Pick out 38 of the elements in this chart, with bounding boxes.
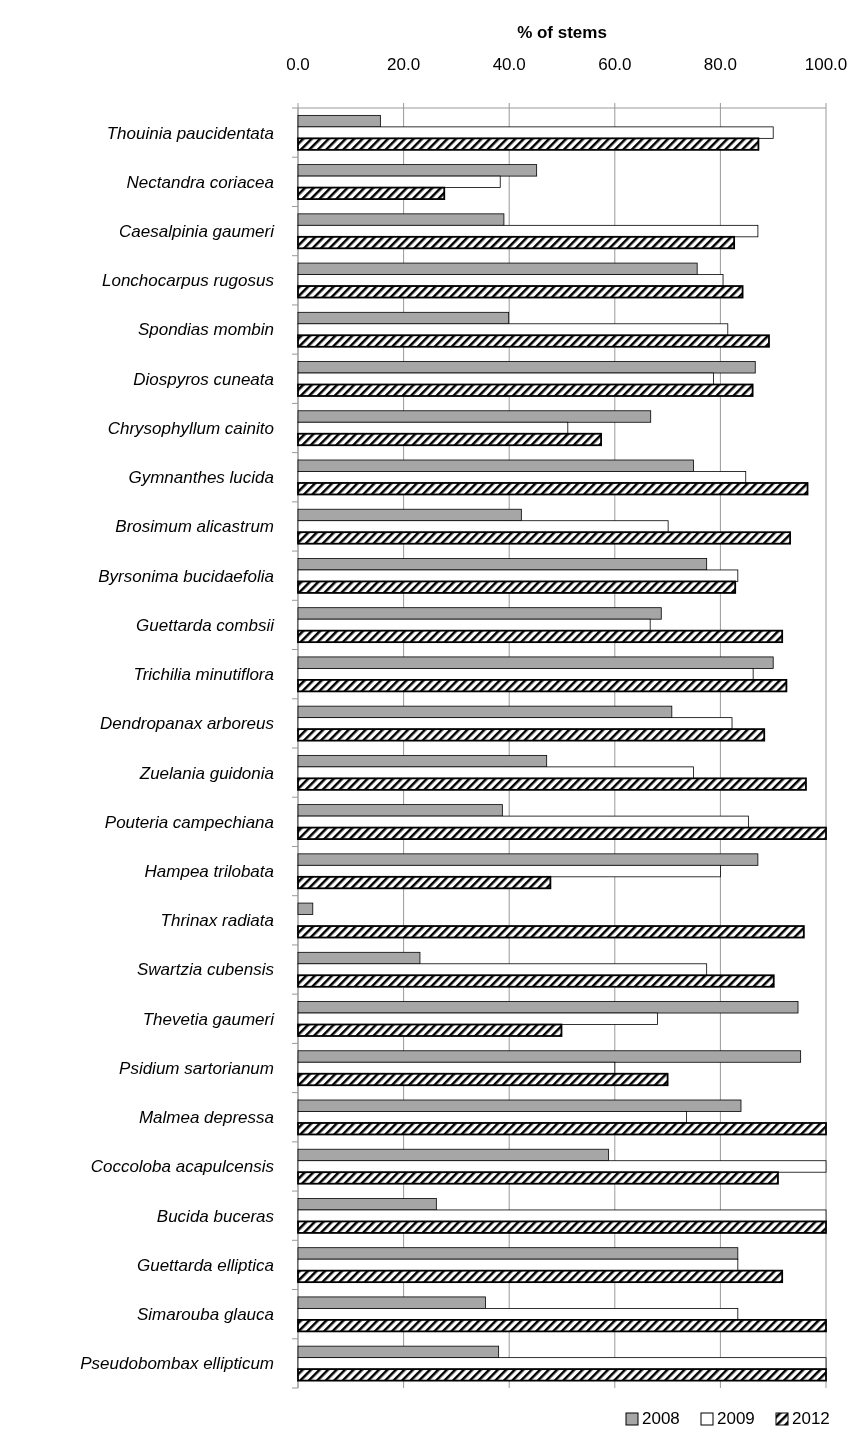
y-tick-label: Bucida buceras (156, 1206, 275, 1226)
y-tick-label: Diospyros cuneata (133, 369, 274, 389)
y-tick-label: Guettarda combsii (136, 615, 276, 635)
bar (297, 925, 805, 939)
y-tick-label: Thouinia paucidentata (106, 123, 274, 143)
y-tick-label: Spondias mombin (137, 320, 274, 340)
x-tick-label: 60.0 (598, 55, 632, 74)
y-tick-label: Caesalpinia gaumeri (119, 222, 276, 242)
x-tick-label: 100.0 (804, 55, 848, 74)
y-tick-label: Brosimum alicastrum (115, 517, 274, 537)
y-tick-label: Zuelania guidonia (138, 763, 274, 783)
y-tick-label: Byrsonima bucidaefolia (98, 566, 274, 586)
x-tick-label: 20.0 (387, 55, 421, 74)
x-tick-label: 40.0 (492, 55, 526, 74)
y-tick-label: Chrysophyllum cainito (107, 418, 274, 438)
y-tick-label: Gymnanthes lucida (128, 468, 274, 488)
y-tick-label: Coccoloba acapulcensis (90, 1157, 275, 1177)
y-tick-label: Pseudobombax ellipticum (80, 1354, 274, 1374)
y-tick-label: Guettarda elliptica (136, 1255, 274, 1275)
legend-label: 2008 (642, 1409, 680, 1428)
y-tick-label: Nectandra coriacea (126, 172, 274, 192)
y-tick-label: Swartzia cubensis (136, 960, 275, 980)
x-tick-label: 80.0 (703, 55, 737, 74)
y-tick-label: Hampea trilobata (144, 862, 274, 882)
y-tick-label: Simarouba glauca (136, 1305, 274, 1325)
y-tick-label: Pouteria campechiana (104, 812, 274, 832)
y-tick-label: Lonchocarpus rugosus (101, 271, 275, 291)
legend-label: 2012 (792, 1409, 830, 1428)
y-tick-label: Trichilia minutiflora (133, 665, 274, 685)
y-tick-label: Thevetia gaumeri (142, 1009, 276, 1029)
y-tick-label: Malmea depressa (138, 1108, 274, 1128)
y-tick-label: Psidium sartorianum (119, 1058, 274, 1078)
y-tick-label: Dendropanax arboreus (100, 714, 275, 734)
bar (297, 902, 314, 915)
x-axis-title: % of stems (517, 23, 607, 42)
y-tick-label: Thrinax radiata (160, 911, 274, 931)
x-tick-label: 0.0 (286, 55, 310, 74)
legend-label: 2009 (717, 1409, 755, 1428)
